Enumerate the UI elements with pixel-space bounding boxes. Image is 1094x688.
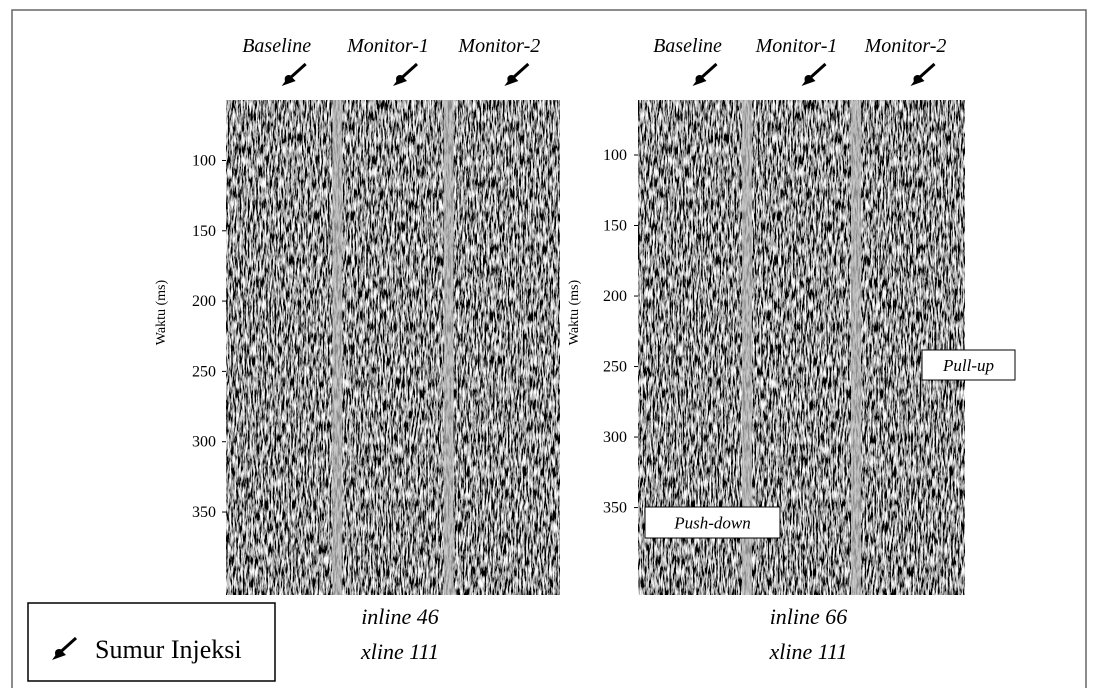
- y-tick-label: 300: [192, 434, 216, 451]
- y-tick-label: 100: [603, 147, 627, 164]
- caption: xline 111: [769, 639, 848, 664]
- trace-gap: [851, 100, 861, 595]
- trace-gap: [742, 100, 752, 595]
- y-tick-label: 200: [192, 293, 216, 310]
- y-tick-label: 100: [192, 152, 216, 169]
- column-label: Monitor-1: [755, 35, 838, 57]
- legend-label: Sumur Injeksi: [95, 635, 242, 664]
- y-axis-label: Waktu (ms): [154, 279, 169, 345]
- column-label: Monitor-1: [346, 35, 429, 57]
- column-label: Monitor-2: [457, 35, 540, 57]
- trace-gap: [332, 100, 343, 595]
- annotation: Pull-up: [942, 356, 994, 375]
- injection-arrow: [391, 62, 419, 88]
- column-label: Baseline: [242, 35, 311, 57]
- frame: [11, 9, 1087, 688]
- injection-arrow: [502, 62, 530, 88]
- y-axis-label: Waktu (ms): [567, 279, 582, 345]
- y-tick-label: 150: [603, 218, 627, 235]
- y-tick-label: 300: [603, 429, 627, 446]
- trace-gap: [443, 100, 454, 595]
- y-tick-label: 350: [192, 504, 216, 521]
- y-tick-label: 150: [192, 223, 216, 240]
- injection-arrow: [691, 62, 718, 88]
- annotation-box: [644, 506, 781, 539]
- seismic-section: [226, 100, 560, 595]
- y-tick-label: 250: [192, 363, 216, 380]
- y-tick-label: 350: [603, 500, 627, 517]
- y-tick-label: 250: [603, 359, 627, 376]
- column-label: Baseline: [653, 35, 722, 57]
- annotation: Push-down: [673, 514, 751, 533]
- panels: Baseline Monitor-1 Monitor-2 100 150 200 250 30…: [154, 35, 1016, 664]
- caption: inline 46: [361, 604, 439, 629]
- annotation-box: [921, 349, 1016, 381]
- injection-arrow: [800, 62, 827, 88]
- caption: xline 111: [360, 639, 439, 664]
- injection-arrow: [280, 62, 308, 88]
- y-tick-label: 200: [603, 288, 627, 305]
- caption: inline 66: [770, 604, 848, 629]
- legend-box: [27, 602, 276, 682]
- column-label: Monitor-2: [864, 35, 947, 57]
- legend: Sumur Injeksi: [27, 602, 276, 682]
- injection-arrow: [909, 62, 936, 88]
